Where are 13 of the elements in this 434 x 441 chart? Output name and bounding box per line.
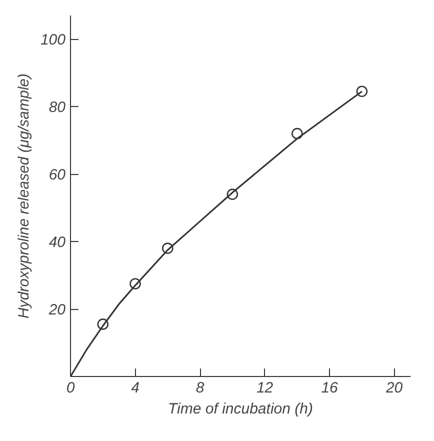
x-tick-label: 16 xyxy=(321,380,339,396)
y-axis-title: Hydroxyproline released (μg/sample) xyxy=(15,73,32,318)
x-tick-label: 20 xyxy=(384,380,404,396)
y-tick-label: 100 xyxy=(40,32,66,49)
x-tick-label: 4 xyxy=(131,380,140,396)
y-tick-label: 40 xyxy=(48,234,66,252)
x-tick-label: 8 xyxy=(196,380,205,396)
y-tick-label: 60 xyxy=(48,166,66,184)
y-tick-label: 20 xyxy=(48,302,66,319)
x-tick-label: 0 xyxy=(66,380,76,396)
x-axis-title: Time of incubation (h) xyxy=(168,400,313,418)
x-tick-label: 12 xyxy=(256,380,274,396)
y-tick-label: 80 xyxy=(48,99,66,116)
